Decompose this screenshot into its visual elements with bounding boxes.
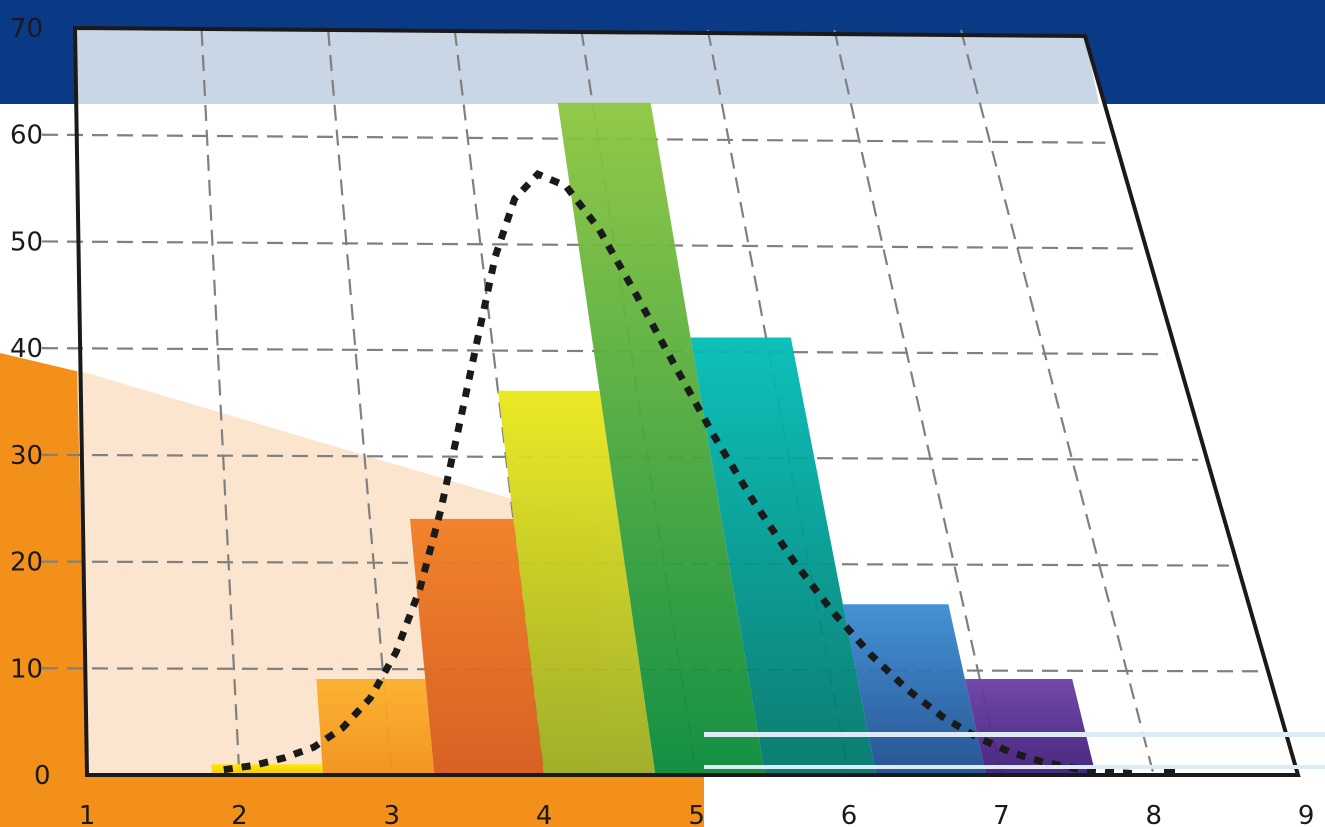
curve-end-marker [1164, 765, 1175, 775]
gridline-vertical [959, 29, 1155, 776]
x-tick-label: 9 [1298, 801, 1315, 827]
x-tick-label: 3 [384, 801, 401, 827]
y-tick-label: 0 [34, 761, 51, 791]
axis-labels: 0 10 20 30 40 50 60 70 1 2 3 4 5 6 7 8 9 [10, 14, 1314, 827]
gridline-horizontal [41, 240, 1137, 250]
y-tick-label: 10 [10, 654, 43, 684]
y-tick-label: 30 [10, 441, 43, 471]
x-tick-label: 8 [1146, 801, 1163, 827]
bar [211, 764, 324, 775]
bar [690, 337, 877, 775]
light-streak [704, 732, 1325, 737]
x-tick-label: 6 [841, 801, 858, 827]
y-tick-label: 40 [10, 334, 43, 364]
gridline-horizontal [41, 560, 1230, 567]
x-tick-label: 7 [993, 801, 1010, 827]
bar [557, 102, 766, 775]
light-streak [704, 765, 1325, 769]
x-tick-label: 2 [231, 801, 248, 827]
x-tick-label: 1 [79, 801, 96, 827]
bar [316, 679, 435, 775]
gridline-vertical [833, 29, 1003, 776]
y-tick-label: 60 [10, 121, 43, 151]
y-tick-label: 70 [10, 14, 43, 44]
bar [410, 518, 545, 775]
y-tick-label: 50 [10, 227, 43, 257]
plot-frame [72, 25, 1301, 777]
x-tick-label: 4 [536, 801, 553, 827]
bar [964, 679, 1096, 775]
bar [498, 390, 656, 775]
y-tick-label: 20 [10, 548, 43, 578]
curve-layer [223, 170, 1175, 778]
bars [211, 102, 1096, 775]
x-tick-label: 5 [688, 801, 705, 827]
distribution-curve [223, 170, 1139, 778]
